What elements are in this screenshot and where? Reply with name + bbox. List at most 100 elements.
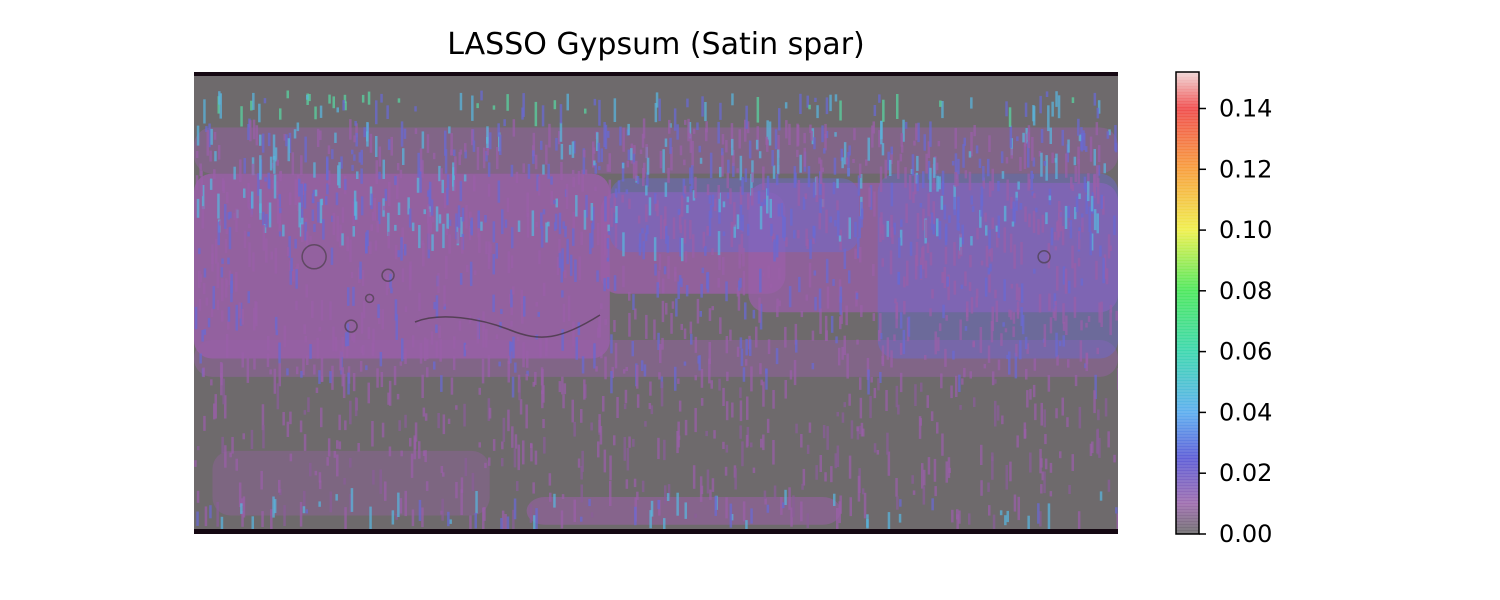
heatmap-streak [473,270,477,275]
heatmap-streak [1114,142,1118,153]
heatmap-streak [1009,461,1012,482]
heatmap-streak [667,256,670,279]
heatmap-streak [653,319,656,340]
heatmap-streak [335,192,339,206]
heatmap-streak [939,100,942,107]
heatmap-streak [689,321,693,334]
heatmap-streak [755,326,758,348]
heatmap-streak [932,201,935,225]
heatmap-streak [1005,101,1008,117]
heatmap-streak [283,133,286,141]
heatmap-streak [360,346,364,353]
heatmap-streak [654,263,657,276]
heatmap-streak [1048,195,1052,201]
heatmap-streak [760,202,764,207]
heatmap-streak [344,178,347,191]
heatmap-streak [293,129,297,139]
heatmap-streak [492,439,496,451]
heatmap-streak [438,325,441,339]
heatmap-streak [355,123,358,138]
heatmap-streak [745,105,748,129]
heatmap-streak [589,233,592,255]
heatmap-streak [272,496,275,518]
heatmap-streak [727,159,730,174]
heatmap-streak [553,200,556,205]
heatmap-streak [332,96,335,109]
heatmap-streak [902,119,905,142]
heatmap-streak [956,170,959,180]
heatmap-streak [1051,152,1054,164]
heatmap-streak [756,97,760,123]
heatmap-streak [1094,374,1097,400]
heatmap-streak [1027,515,1030,534]
heatmap-streak [562,303,566,323]
heatmap-streak [360,168,363,184]
heatmap-streak [302,506,306,514]
heatmap-streak [402,148,405,165]
heatmap-streak [558,212,562,235]
heatmap-streak [216,501,219,527]
heatmap-streak [362,300,366,319]
heatmap-streak [1026,343,1029,354]
heatmap-streak [201,185,205,210]
heatmap-streak [464,143,467,152]
heatmap-streak [897,271,900,285]
heatmap-streak [854,248,857,259]
heatmap-streak [1071,454,1074,471]
heatmap-streak [1019,156,1022,171]
heatmap-streak [1098,302,1101,323]
heatmap-streak [525,374,528,381]
heatmap-streak [970,132,973,157]
heatmap-streak [435,206,439,232]
heatmap-streak [408,208,412,228]
heatmap-streak [721,151,724,177]
heatmap-streak [793,230,796,239]
heatmap-streak [351,164,354,171]
heatmap-streak [756,126,759,151]
heatmap-streak [766,139,769,152]
heatmap-streak [344,332,348,347]
heatmap-streak [352,286,355,306]
heatmap-streak [666,235,670,253]
heatmap-streak [1089,443,1093,456]
heatmap-streak [559,122,563,142]
heatmap-streak [337,165,340,186]
heatmap-streak [1071,97,1075,103]
heatmap-streak [899,343,903,355]
heatmap-streak [838,235,842,242]
heatmap-streak [1079,340,1083,362]
heatmap-streak [916,213,920,239]
heatmap-streak [988,249,991,257]
heatmap-streak [737,292,741,311]
heatmap-streak [899,229,903,246]
heatmap-streak [983,363,987,369]
heatmap-streak [994,289,997,299]
heatmap-streak [718,205,721,224]
heatmap-streak [225,334,229,358]
heatmap-streak [829,216,832,223]
heatmap-streak [498,361,501,367]
heatmap-streak [210,308,214,318]
heatmap-streak [201,330,204,342]
heatmap-streak [713,430,716,439]
heatmap-streak [1040,129,1044,143]
heatmap-streak [881,345,885,367]
heatmap-streak [199,353,202,364]
heatmap-streak [796,124,800,146]
heatmap-streak [378,146,382,167]
heatmap-streak [866,357,870,380]
heatmap-streak [701,96,704,117]
heatmap-streak [313,364,316,375]
heatmap-streak [879,217,882,243]
heatmap-streak [394,299,398,321]
heatmap-streak [992,514,996,533]
heatmap-streak [465,205,468,229]
heatmap-streak [968,282,972,292]
heatmap-streak [630,148,633,161]
heatmap-streak [636,491,639,500]
heatmap-streak [805,228,808,247]
heatmap-streak [354,121,357,126]
heatmap-streak [810,130,813,141]
heatmap-streak [522,342,525,368]
heatmap-streak [1075,196,1079,213]
